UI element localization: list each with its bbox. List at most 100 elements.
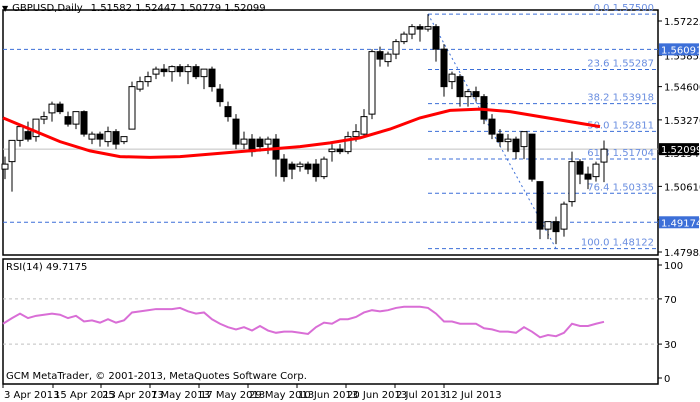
candle[interactable] — [424, 14, 432, 32]
candle-body-bearish — [288, 163, 296, 170]
candle[interactable] — [64, 111, 72, 127]
candle[interactable] — [320, 156, 328, 180]
candle-body-bullish — [320, 158, 328, 178]
candle[interactable] — [512, 136, 520, 160]
candle[interactable] — [240, 131, 248, 150]
candle[interactable] — [592, 161, 600, 182]
candle[interactable] — [576, 159, 584, 185]
candle[interactable] — [264, 136, 272, 155]
candle[interactable] — [96, 131, 104, 147]
candle-body-bearish — [224, 106, 232, 118]
candle[interactable] — [488, 114, 496, 140]
candle[interactable] — [56, 101, 64, 115]
candle-body-bearish — [336, 148, 344, 153]
candle[interactable] — [448, 71, 456, 90]
candle[interactable] — [200, 68, 208, 90]
symbol-label: GBPUSD,Daily — [12, 3, 83, 14]
fib-level-label: 23.6 1.55287 — [587, 58, 654, 69]
candle[interactable] — [584, 166, 592, 190]
candle-body-bullish — [184, 66, 192, 73]
candle[interactable] — [176, 64, 184, 77]
candle[interactable] — [80, 110, 88, 137]
candle[interactable] — [560, 201, 568, 237]
candle[interactable] — [472, 86, 480, 102]
candle-body-bullish — [560, 203, 568, 230]
candle-body-bullish — [408, 26, 416, 35]
candle-body-bullish — [328, 148, 336, 153]
candle[interactable] — [456, 74, 464, 107]
candle[interactable] — [280, 154, 288, 182]
x-axis-label: 12 Jul 2013 — [445, 390, 502, 401]
candle[interactable] — [432, 24, 440, 62]
candle[interactable] — [568, 151, 576, 207]
price-panel[interactable]: 1.572251.558551.546001.532701.519401.506… — [1, 3, 700, 259]
candle[interactable] — [216, 84, 224, 107]
candle[interactable] — [552, 216, 560, 245]
candle[interactable] — [192, 64, 200, 80]
candle-body-bullish — [128, 86, 136, 130]
candle[interactable] — [144, 71, 152, 87]
candle[interactable] — [312, 159, 320, 182]
candle[interactable] — [136, 76, 144, 92]
candle[interactable] — [384, 51, 392, 67]
candle[interactable] — [464, 89, 472, 107]
candle[interactable] — [1, 156, 9, 180]
candle[interactable] — [272, 134, 280, 177]
candle[interactable] — [376, 46, 384, 67]
candle[interactable] — [328, 144, 336, 162]
candle[interactable] — [88, 131, 96, 145]
rsi-axis-label: 70 — [664, 295, 677, 306]
candle[interactable] — [336, 144, 344, 155]
candle[interactable] — [232, 114, 240, 150]
candle[interactable] — [368, 49, 376, 120]
candle-body-bullish — [168, 66, 176, 73]
candle[interactable] — [168, 65, 176, 82]
candle[interactable] — [496, 129, 504, 147]
candle[interactable] — [288, 161, 296, 180]
candle[interactable] — [248, 134, 256, 157]
candle[interactable] — [416, 24, 424, 42]
candle[interactable] — [24, 121, 32, 142]
candle[interactable] — [392, 39, 400, 60]
candle[interactable] — [48, 101, 56, 122]
candle[interactable] — [152, 66, 160, 80]
candle[interactable] — [440, 44, 448, 97]
price-badge-label: 1.49174 — [661, 218, 700, 229]
candle[interactable] — [160, 64, 168, 77]
copyright-text: GCM MetaTrader, © 2001-2013, MetaQuotes … — [6, 371, 307, 382]
candle[interactable] — [504, 134, 512, 152]
candle[interactable] — [600, 140, 608, 183]
candle[interactable] — [528, 133, 536, 182]
price-badge-label: 1.56091 — [661, 45, 700, 56]
candle-body-bullish — [448, 73, 456, 83]
collapse-triangle-icon[interactable]: ▼ — [2, 3, 9, 13]
candle[interactable] — [520, 131, 528, 160]
candle[interactable] — [304, 161, 312, 175]
candle[interactable] — [208, 66, 216, 92]
candle[interactable] — [16, 124, 24, 147]
candle[interactable] — [224, 101, 232, 122]
candle[interactable] — [40, 111, 48, 125]
candle[interactable] — [112, 129, 120, 150]
candle[interactable] — [128, 81, 136, 130]
candle[interactable] — [104, 126, 112, 147]
x-axis-label: 3 Apr 2013 — [4, 390, 59, 401]
candle[interactable] — [184, 64, 192, 85]
candle[interactable] — [344, 131, 352, 155]
candle-body-bullish — [424, 26, 432, 30]
candle[interactable] — [120, 136, 128, 145]
candle-body-bullish — [504, 138, 512, 143]
rsi-panel[interactable]: 100 70 30 0 — [2, 258, 683, 385]
candle[interactable] — [360, 109, 368, 137]
candle[interactable] — [408, 24, 416, 40]
candle-body-bullish — [72, 111, 80, 125]
candle[interactable] — [296, 161, 304, 172]
candle-body-bearish — [304, 163, 312, 170]
candle[interactable] — [544, 221, 552, 240]
candle[interactable] — [400, 31, 408, 45]
candle[interactable] — [8, 139, 16, 192]
candle[interactable] — [72, 111, 80, 130]
candle[interactable] — [536, 181, 544, 240]
candle-body-bullish — [120, 136, 128, 143]
